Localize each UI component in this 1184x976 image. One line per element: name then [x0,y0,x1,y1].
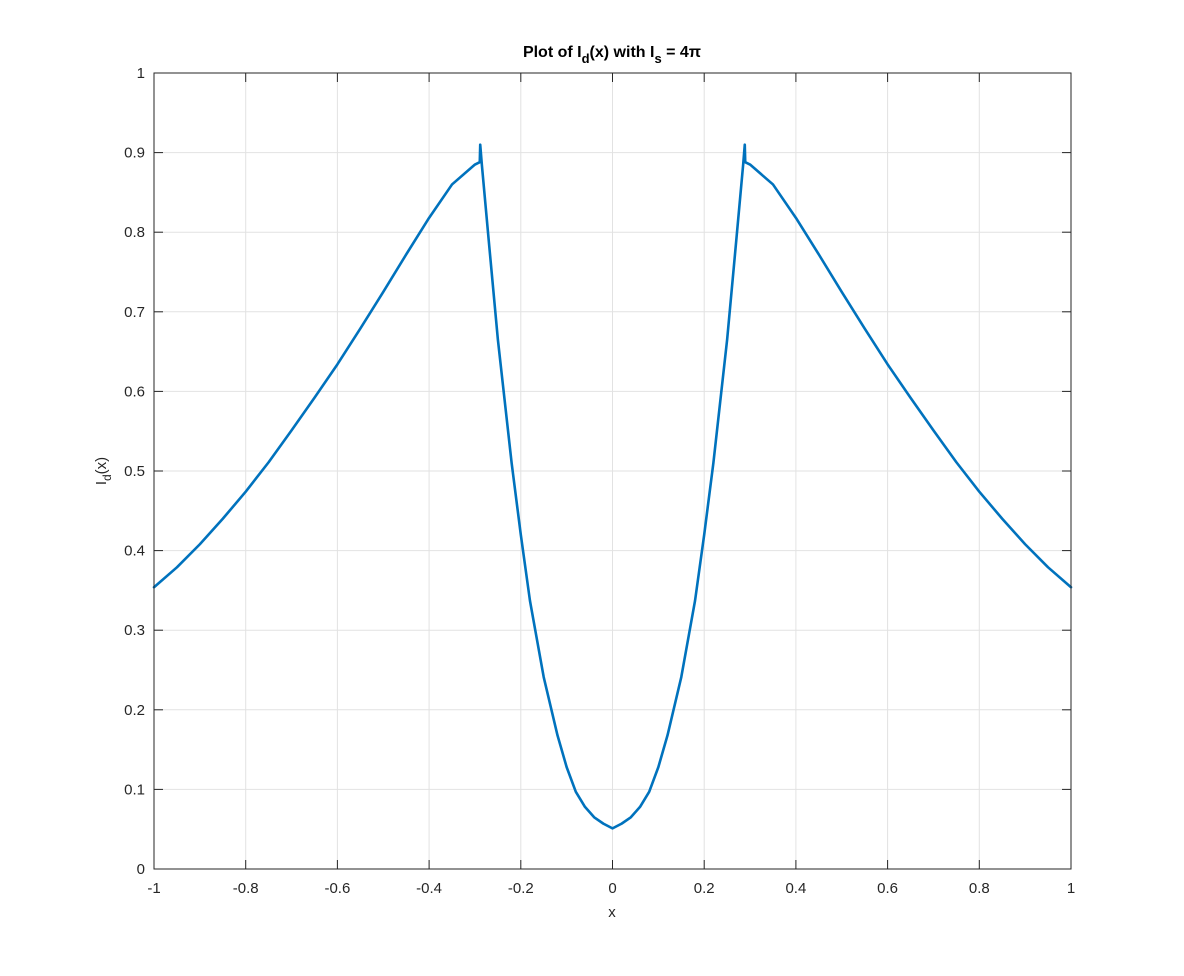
x-tick-label: -0.8 [233,880,259,897]
x-tick-label: 0.6 [877,880,898,897]
x-tick-label: 0 [608,880,616,897]
y-tick-label: 0 [137,861,145,878]
y-tick-label: 0.6 [124,383,145,400]
x-tick-label: 0.4 [785,880,806,897]
y-tick-label: 0.5 [124,463,145,480]
chart-title: Plot of Id(x) with Is = 4π [523,44,701,66]
x-tick-label: 0.8 [969,880,990,897]
x-tick-labels: -1 -0.8 -0.6 -0.4 -0.2 0 0.2 0.4 0.6 0.8 1 [147,880,1075,897]
y-tick-label: 0.3 [124,622,145,639]
y-tick-label: 0.9 [124,145,145,162]
y-tick-label: 0.1 [124,781,145,798]
data-layer [152,143,1073,830]
y-tick-labels: 0 0.1 0.2 0.3 0.4 0.5 0.6 0.7 0.8 0.9 1 [124,65,145,878]
ticks [153,72,1072,870]
y-tick-label: 0.4 [124,543,145,560]
x-axis-label: x [608,904,616,921]
y-tick-label: 1 [137,65,145,82]
x-tick-label: 0.2 [694,880,715,897]
x-tick-label: -0.6 [324,880,350,897]
y-tick-label: 0.7 [124,304,145,321]
y-axis-label: Id(x) [93,457,114,485]
x-tick-label: -0.4 [416,880,442,897]
x-tick-label: -1 [147,880,160,897]
x-tick-label: 1 [1067,880,1075,897]
y-tick-label: 0.2 [124,702,145,719]
y-tick-label: 0.8 [124,224,145,241]
x-tick-label: -0.2 [508,880,534,897]
series-line [152,143,1073,830]
